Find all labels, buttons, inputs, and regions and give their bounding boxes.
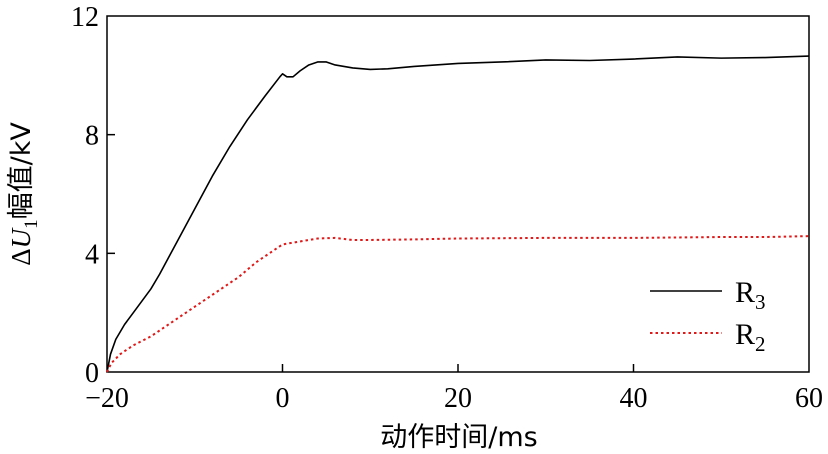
y-axis-title-symbol: U: [6, 227, 36, 248]
x-tick-label: −20: [85, 383, 129, 414]
series-line-r3: [106, 55, 810, 373]
y-axis-title-rest: 幅值/kV: [6, 122, 37, 220]
y-tick-label: 8: [85, 121, 99, 152]
y-axis-title-delta: Δ: [6, 248, 36, 265]
svg-text:ΔU1幅值/kV: ΔU1幅值/kV: [6, 122, 42, 266]
series-line-r2: [106, 235, 810, 373]
x-axis-title: 动作时间/ms: [380, 422, 537, 453]
y-tick-label: 0: [85, 358, 99, 389]
legend-label-r3: R3: [735, 276, 766, 314]
y-tick-label: 4: [85, 239, 99, 270]
plot-frame: [106, 15, 810, 373]
x-tick-label: 40: [620, 383, 648, 414]
x-tick-label: 20: [444, 383, 472, 414]
plot-border: [106, 15, 810, 373]
x-tick-label: 60: [795, 383, 823, 414]
legend-label-r2: R2: [735, 318, 766, 356]
y-tick-label: 12: [71, 2, 99, 33]
y-axis-title: ΔU1幅值/kV: [6, 122, 42, 266]
series-layer: [106, 55, 810, 373]
x-tick-label: 0: [276, 383, 290, 414]
y-axis-title-subscript: 1: [21, 219, 42, 229]
